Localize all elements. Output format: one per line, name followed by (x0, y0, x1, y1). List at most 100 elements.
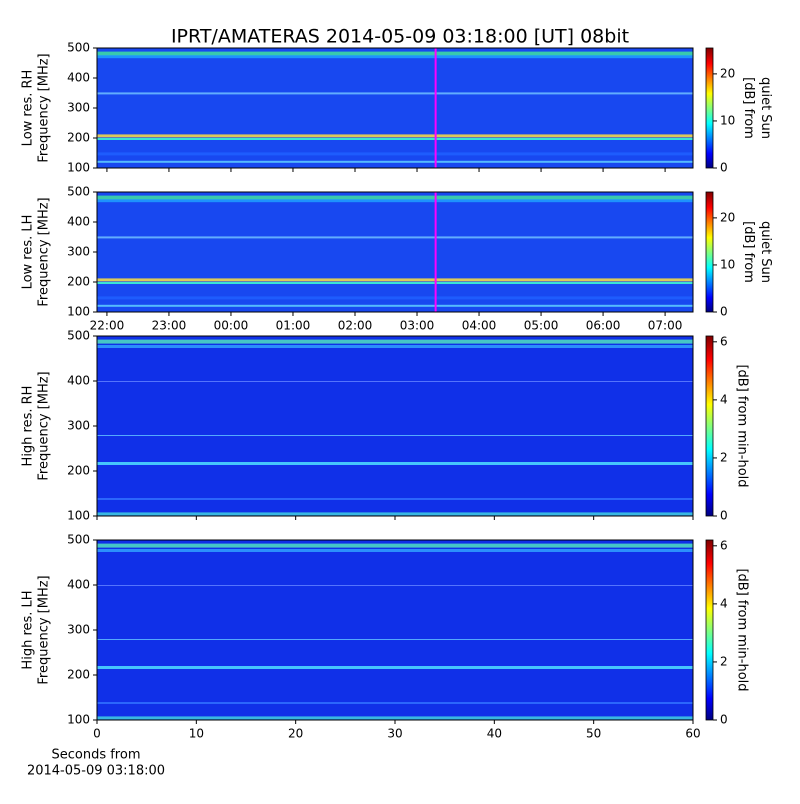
spectrogram-band (97, 51, 693, 56)
spectrogram-band (97, 282, 693, 284)
spectrogram-image (97, 540, 693, 720)
figure-title: IPRT/AMATERAS 2014-05-09 03:18:00 [UT] 0… (171, 26, 629, 48)
spectrogram-band (97, 702, 693, 704)
colorbar-label: [dB] from (741, 77, 756, 139)
colorbar-tick-label: 6 (720, 334, 728, 348)
colorbar-tick-label: 0 (720, 161, 728, 175)
spectrogram-band (97, 138, 693, 140)
spectrogram-band (97, 304, 693, 307)
spectrogram-band (97, 549, 693, 552)
spectrogram-image (97, 48, 693, 168)
x-tick-label: 02:00 (338, 319, 373, 333)
x-tick-label: 30 (387, 727, 402, 741)
y-axis-label: High res. RH (21, 386, 36, 467)
x-tick-label: 05:00 (524, 319, 559, 333)
spectrogram-image (97, 336, 693, 516)
colorbar-tick-label: 6 (720, 538, 728, 552)
spectrogram-band (97, 543, 693, 548)
y-tick-label: 500 (67, 329, 90, 343)
y-axis-label: Low res. RH (21, 70, 36, 147)
spectrogram-band (97, 199, 693, 203)
colorbar (705, 191, 714, 313)
spectrogram-band (97, 381, 693, 382)
colorbar-label: [dB] from min-hold (735, 364, 750, 487)
spectrogram-band (97, 512, 693, 516)
x-tick-label: 60 (685, 727, 700, 741)
spectrogram-band (97, 716, 693, 720)
y-axis-label: High res. LH (21, 590, 36, 669)
colorbar-tick-label: 10 (720, 257, 735, 271)
spectrogram-band (97, 498, 693, 500)
colorbar-tick-label: 10 (720, 113, 735, 127)
x-tick-label: 0 (93, 727, 101, 741)
colorbar-label: [dB] from (741, 221, 756, 283)
y-tick-label: 100 (67, 713, 90, 727)
x-tick-label: 04:00 (462, 319, 497, 333)
colorbar-tick-label: 2 (720, 450, 728, 464)
colorbar-tick-label: 0 (720, 713, 728, 727)
x-tick-label: 01:00 (276, 319, 311, 333)
spectrogram-band (97, 195, 693, 200)
spectrogram-band (97, 339, 693, 344)
spectrogram-band (97, 152, 693, 156)
spectrogram-band (97, 639, 693, 640)
colorbar (705, 47, 714, 169)
spectrogram-band (97, 435, 693, 436)
colorbar (705, 539, 714, 721)
spectrogram-image (97, 192, 693, 312)
colorbar-tick-label: 20 (720, 210, 735, 224)
colorbar-label: quiet Sun (758, 77, 773, 139)
colorbar-tick-label: 0 (720, 305, 728, 319)
x-axis-label: Seconds from (51, 748, 140, 763)
y-tick-label: 400 (67, 71, 90, 85)
x-axis-label: 2014-05-09 03:18:00 (27, 764, 165, 779)
colorbar-tick-label: 4 (720, 392, 728, 406)
x-tick-label: 23:00 (152, 319, 187, 333)
y-axis-label: Frequency [MHz] (37, 53, 52, 162)
colorbar-label: [dB] from min-hold (735, 568, 750, 691)
spectrogram-band (97, 236, 693, 239)
x-tick-label: 40 (487, 727, 502, 741)
x-tick-label: 50 (586, 727, 601, 741)
spectrogram-band (97, 666, 693, 669)
y-tick-label: 200 (67, 464, 90, 478)
colorbar-label: quiet Sun (758, 221, 773, 283)
y-axis-label: Frequency [MHz] (37, 371, 52, 480)
spectrogram-band (97, 462, 693, 465)
x-tick-label: 10 (189, 727, 204, 741)
y-axis-label: Frequency [MHz] (37, 575, 52, 684)
spectrogram-band (97, 134, 693, 138)
x-tick-label: 06:00 (586, 319, 621, 333)
x-tick-label: 00:00 (214, 319, 249, 333)
spectrogram-band (97, 296, 693, 300)
y-tick-label: 100 (67, 305, 90, 319)
y-tick-label: 200 (67, 668, 90, 682)
x-tick-label: 03:00 (400, 319, 435, 333)
colorbar-tick-label: 2 (720, 654, 728, 668)
x-tick-label: 22:00 (90, 319, 125, 333)
y-tick-label: 400 (67, 374, 90, 388)
y-tick-label: 300 (67, 419, 90, 433)
spectrogram-band (97, 55, 693, 59)
x-tick-label: 07:00 (648, 319, 683, 333)
spectrogram-band (97, 278, 693, 282)
colorbar-tick-label: 20 (720, 66, 735, 80)
y-tick-label: 300 (67, 623, 90, 637)
spectrogram-band (97, 585, 693, 586)
y-axis-label: Frequency [MHz] (37, 197, 52, 306)
y-tick-label: 400 (67, 215, 90, 229)
spectrogram-band (97, 345, 693, 348)
y-tick-label: 500 (67, 41, 90, 55)
spectrogram-band (97, 160, 693, 163)
y-tick-label: 300 (67, 245, 90, 259)
y-tick-label: 100 (67, 161, 90, 175)
spectrogram-band (97, 92, 693, 95)
y-tick-label: 500 (67, 533, 90, 547)
y-tick-label: 200 (67, 131, 90, 145)
y-tick-label: 100 (67, 509, 90, 523)
y-tick-label: 300 (67, 101, 90, 115)
y-tick-label: 400 (67, 578, 90, 592)
colorbar-tick-label: 0 (720, 509, 728, 523)
y-axis-label: Low res. LH (21, 215, 36, 290)
